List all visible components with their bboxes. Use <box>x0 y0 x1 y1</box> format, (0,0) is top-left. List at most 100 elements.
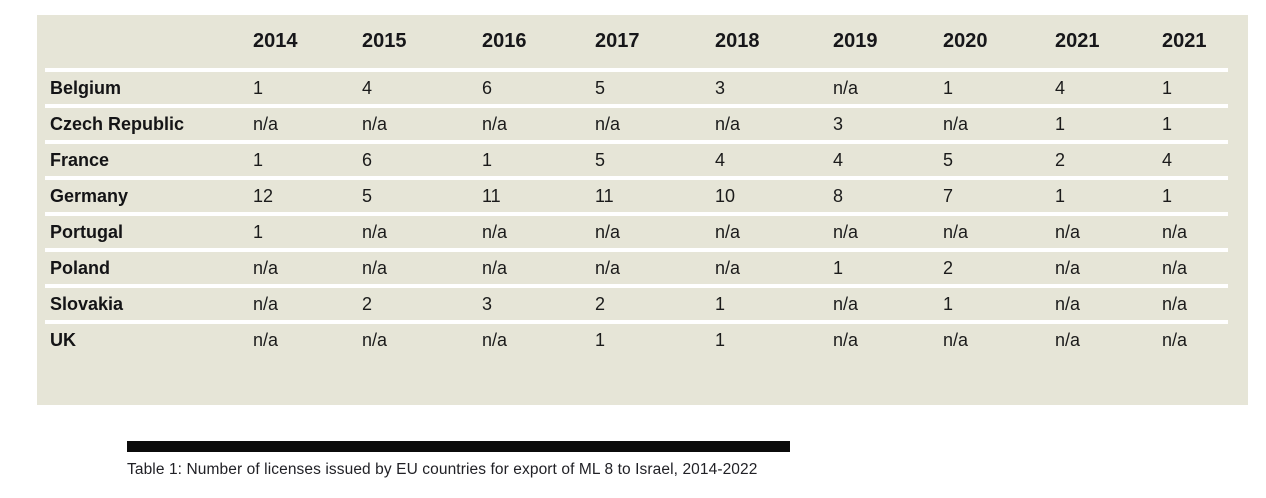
table-caption: Table 1: Number of licenses issued by EU… <box>127 461 758 478</box>
country-label: Slovakia <box>45 286 253 324</box>
year-column-header: 2014 <box>253 15 362 72</box>
table-panel: 2014 2015 2016 2017 2018 2019 2020 2021 2021 Bel… <box>37 15 1248 405</box>
table-cell: n/a <box>833 286 943 324</box>
table-cell: 1 <box>1162 106 1228 144</box>
table-cell: 1 <box>833 250 943 288</box>
table-cell: 5 <box>595 70 715 108</box>
table-cell: 1 <box>715 329 726 350</box>
year-column-header: 2021 <box>1055 15 1162 72</box>
table-cell: 5 <box>943 142 1055 180</box>
table-cell: 4 <box>833 142 943 180</box>
table-cell: 5 <box>362 178 482 216</box>
table-row: UK n/a n/a n/a 1 1 n/a n/a n/a n/a <box>45 322 1228 356</box>
table-cell: 3 <box>482 286 595 324</box>
table-cell: n/a <box>482 214 595 252</box>
year-column-header: 2020 <box>943 15 1055 72</box>
table-cell: n/a <box>482 106 595 144</box>
table-cell: 12 <box>253 178 362 216</box>
country-label: UK <box>50 329 76 350</box>
table-cell: n/a <box>1055 286 1162 324</box>
table-cell: n/a <box>943 214 1055 252</box>
table-cell: 6 <box>482 70 595 108</box>
table-cell: n/a <box>833 70 943 108</box>
table-cell: 5 <box>595 142 715 180</box>
year-column-header: 2021 <box>1162 15 1228 72</box>
table-cell: 1 <box>253 70 362 108</box>
table-cell: n/a <box>595 250 715 288</box>
table-cell: 3 <box>833 106 943 144</box>
table-cell: 1 <box>943 70 1055 108</box>
table-cell: 4 <box>1162 142 1228 180</box>
table-cell: n/a <box>253 329 279 350</box>
table-cell: n/a <box>1162 214 1228 252</box>
table-cell: n/a <box>715 106 833 144</box>
header-row: 2014 2015 2016 2017 2018 2019 2020 2021 2021 <box>45 15 1228 72</box>
table-row: Belgium 1 4 6 5 3 n/a 1 4 1 <box>45 70 1228 108</box>
table-cell: 8 <box>833 178 943 216</box>
table-cell: 1 <box>1162 178 1228 216</box>
caption-rule-bar <box>127 441 790 452</box>
year-column-header: 2016 <box>482 15 595 72</box>
licenses-table: 2014 2015 2016 2017 2018 2019 2020 2021 2021 Bel… <box>45 15 1228 356</box>
table-cell: 2 <box>362 286 482 324</box>
year-column-header: 2019 <box>833 15 943 72</box>
table-cell: 11 <box>595 178 715 216</box>
table-row: Germany 12 5 11 11 10 8 7 1 1 <box>45 178 1228 216</box>
table-cell: 1 <box>253 142 362 180</box>
country-label: Belgium <box>45 70 253 108</box>
table-cell: n/a <box>715 250 833 288</box>
country-label: Germany <box>45 178 253 216</box>
table-cell: 1 <box>715 286 833 324</box>
table-cell: 2 <box>1055 142 1162 180</box>
table-cell: n/a <box>595 214 715 252</box>
table-cell: n/a <box>1055 329 1081 350</box>
table-cell: n/a <box>943 329 969 350</box>
table-cell: n/a <box>253 106 362 144</box>
table-cell: 4 <box>1055 70 1162 108</box>
country-label: France <box>45 142 253 180</box>
table-cell: n/a <box>833 214 943 252</box>
table-cell: n/a <box>482 329 508 350</box>
country-label: Czech Republic <box>45 106 253 144</box>
table-cell: 1 <box>253 214 362 252</box>
table-cell: 7 <box>943 178 1055 216</box>
table-row: Slovakia n/a 2 3 2 1 n/a 1 n/a n/a <box>45 286 1228 324</box>
corner-header-cell <box>45 15 253 72</box>
table-cell: n/a <box>1162 286 1228 324</box>
table-row: Poland n/a n/a n/a n/a n/a 1 2 n/a n/a <box>45 250 1228 288</box>
table-cell: 1 <box>482 142 595 180</box>
table-cell: 2 <box>943 250 1055 288</box>
table-cell: 4 <box>362 70 482 108</box>
table-cell: n/a <box>1162 329 1188 350</box>
table-cell: 3 <box>715 70 833 108</box>
year-column-header: 2018 <box>715 15 833 72</box>
table-cell: 1 <box>595 329 606 350</box>
table-cell: n/a <box>482 250 595 288</box>
table-cell: n/a <box>362 329 388 350</box>
table-cell: n/a <box>253 286 362 324</box>
table-cell: n/a <box>1055 250 1162 288</box>
table-cell: n/a <box>362 214 482 252</box>
table-cell: n/a <box>715 214 833 252</box>
table-cell: 11 <box>482 178 595 216</box>
table-cell: n/a <box>833 329 859 350</box>
table-cell: n/a <box>943 106 1055 144</box>
table-cell: n/a <box>362 106 482 144</box>
table-cell: n/a <box>595 106 715 144</box>
table-header-row: 2014 2015 2016 2017 2018 2019 2020 2021 2021 <box>45 15 1228 72</box>
table-cell: 4 <box>715 142 833 180</box>
table-row: Czech Republic n/a n/a n/a n/a n/a 3 n/a 1 1 <box>45 106 1228 144</box>
table-cell: 1 <box>943 286 1055 324</box>
table-cell: 1 <box>1162 70 1228 108</box>
year-column-header: 2015 <box>362 15 482 72</box>
table-cell: n/a <box>362 250 482 288</box>
table-cell: n/a <box>1055 214 1162 252</box>
year-column-header: 2017 <box>595 15 715 72</box>
table-cell: n/a <box>1162 250 1228 288</box>
table-cell: 1 <box>1055 106 1162 144</box>
table-row: Portugal 1 n/a n/a n/a n/a n/a n/a n/a n/a <box>45 214 1228 252</box>
table-cell: 1 <box>1055 178 1162 216</box>
table-cell: 2 <box>595 286 715 324</box>
table-cell: 10 <box>715 178 833 216</box>
